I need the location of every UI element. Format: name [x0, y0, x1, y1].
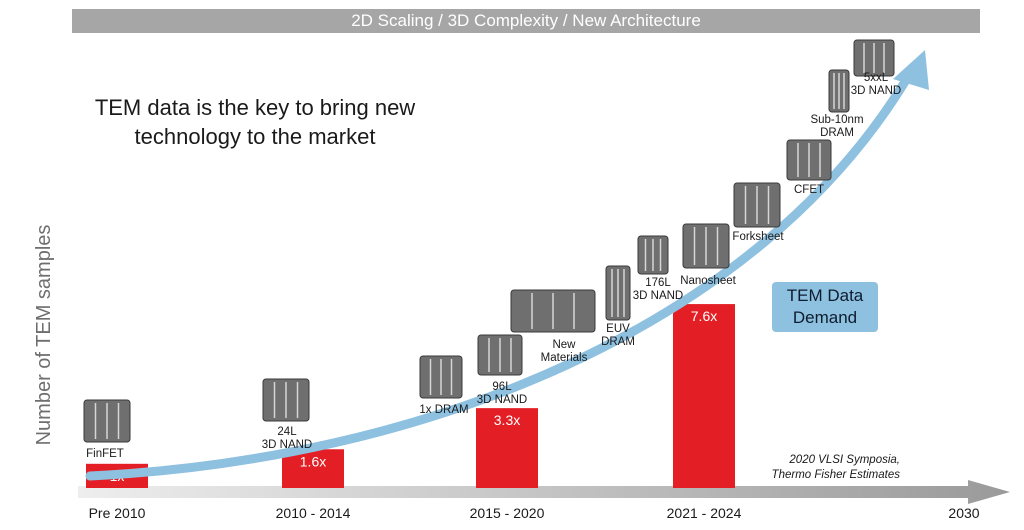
technology-label: Sub-10nm	[810, 114, 863, 126]
technology-label: Materials	[541, 352, 588, 364]
tem-demand-line-1: TEM Data	[786, 286, 864, 305]
headline-line-1: TEM data is the key to bring new	[94, 95, 416, 120]
technology-label: Forksheet	[732, 231, 784, 243]
technology-label: 1x DRAM	[419, 404, 468, 416]
technology-label: FinFET	[86, 448, 124, 460]
technology-label: 96L	[492, 381, 512, 393]
headline-line-2: technology to the market	[134, 124, 376, 149]
technology-label: New	[552, 339, 576, 351]
x-tick-label: 2015 - 2020	[470, 505, 545, 521]
tem-demand-label: TEM Data Demand	[772, 282, 878, 332]
technology-callout: CFET	[786, 139, 832, 196]
source-note: 2020 VLSI Symposia, Thermo Fisher Estima…	[735, 453, 900, 483]
technology-label: 5xxL	[864, 72, 889, 84]
source-line-2: Thermo Fisher Estimates	[771, 469, 900, 481]
technology-label: 176L	[645, 277, 671, 289]
technology-label: DRAM	[820, 127, 854, 139]
demand-curve	[85, 65, 917, 481]
demand-arrowhead	[893, 50, 929, 90]
x-tick-label: 2010 - 2014	[276, 505, 351, 521]
source-line-1: 2020 VLSI Symposia,	[789, 454, 900, 466]
bar-value-label: 7.6x	[691, 308, 717, 324]
bar-value-label: 1.6x	[300, 453, 326, 469]
technology-label: 3D NAND	[477, 394, 527, 406]
technology-callout: Nanosheet	[680, 223, 737, 287]
technology-label: CFET	[794, 184, 824, 196]
bar	[673, 304, 735, 488]
x-tick-label: 2021 - 2024	[667, 505, 742, 521]
technology-label: 3D NAND	[262, 439, 312, 451]
headline: TEM data is the key to bring new technol…	[60, 93, 450, 151]
technology-callout: FinFET	[83, 399, 131, 460]
technology-label: EUV	[606, 323, 630, 335]
technology-label: DRAM	[601, 336, 635, 348]
technology-label: 24L	[277, 426, 297, 438]
timeline-axis-arrow	[78, 480, 1010, 504]
technology-callout: Forksheet	[732, 182, 784, 243]
bar-value-label: 3.3x	[494, 412, 520, 428]
title-banner: 2D Scaling / 3D Complexity / New Archite…	[72, 9, 980, 33]
x-axis-end-label: 2030	[948, 505, 979, 521]
technology-label: Nanosheet	[680, 275, 736, 287]
technology-label: 3D NAND	[851, 85, 901, 97]
x-tick-label: Pre 2010	[89, 505, 146, 521]
technology-label: 3D NAND	[633, 290, 683, 302]
bar	[476, 408, 538, 488]
technology-callout: 1x DRAM	[419, 355, 469, 416]
tem-demand-line-2: Demand	[792, 308, 858, 327]
